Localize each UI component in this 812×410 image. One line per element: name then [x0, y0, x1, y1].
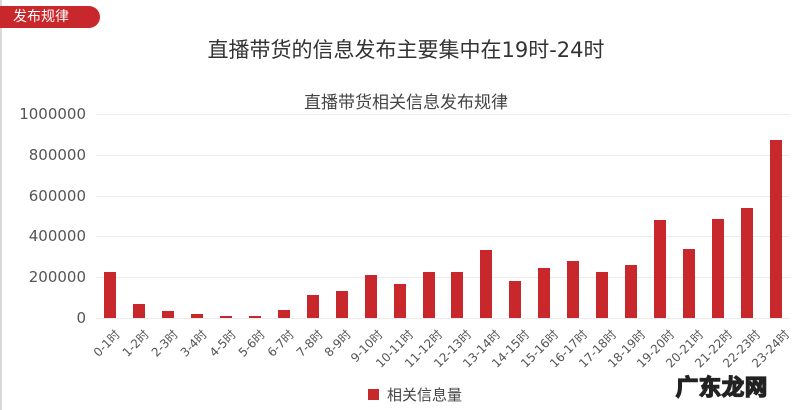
bar	[567, 261, 579, 318]
gridline	[96, 196, 790, 197]
bar	[538, 268, 550, 318]
plot-area	[96, 114, 790, 318]
y-tick-label: 200000	[0, 268, 86, 286]
bar	[423, 272, 435, 319]
y-tick-label: 0	[0, 309, 86, 327]
bar	[220, 316, 232, 318]
bar	[162, 311, 174, 318]
bar	[509, 281, 521, 318]
bar	[104, 272, 116, 318]
y-tick-label: 400000	[0, 227, 86, 245]
bar	[741, 208, 753, 318]
gridline	[96, 155, 790, 156]
bar	[683, 249, 695, 318]
chart-title: 直播带货相关信息发布规律	[0, 88, 812, 113]
section-tag: 发布规律	[0, 6, 100, 28]
bar	[625, 265, 637, 318]
gridline	[96, 114, 790, 115]
bar	[307, 295, 319, 318]
bar	[336, 291, 348, 318]
bar	[365, 275, 377, 318]
watermark-logo: 广东龙网	[676, 370, 768, 402]
bar	[278, 310, 290, 318]
x-tick-label: 5-6时	[234, 326, 268, 360]
x-tick-label: 4-5时	[205, 326, 239, 360]
bar	[394, 284, 406, 318]
bar	[451, 272, 463, 319]
bar	[191, 314, 203, 318]
x-tick-label: 2-3时	[147, 326, 181, 360]
bar	[596, 272, 608, 318]
bar	[133, 304, 145, 318]
legend-swatch	[368, 389, 379, 400]
x-tick-label: 6-7时	[263, 326, 297, 360]
y-tick-label: 1000000	[0, 105, 86, 123]
legend-label: 相关信息量	[387, 384, 462, 405]
y-tick-label: 800000	[0, 146, 86, 164]
y-tick-label: 600000	[0, 187, 86, 205]
bar	[249, 316, 261, 318]
legend: 相关信息量	[368, 384, 462, 405]
bar	[654, 220, 666, 318]
bar	[712, 219, 724, 318]
x-tick-label: 7-8时	[292, 326, 326, 360]
x-tick-label: 0-1时	[89, 326, 123, 360]
gridline	[96, 236, 790, 237]
x-tick-label: 1-2时	[118, 326, 152, 360]
gridline	[96, 318, 790, 319]
bar	[770, 140, 782, 319]
x-tick-label: 3-4时	[176, 326, 210, 360]
bar	[480, 250, 492, 318]
headline: 直播带货的信息发布主要集中在19时-24时	[0, 34, 812, 64]
